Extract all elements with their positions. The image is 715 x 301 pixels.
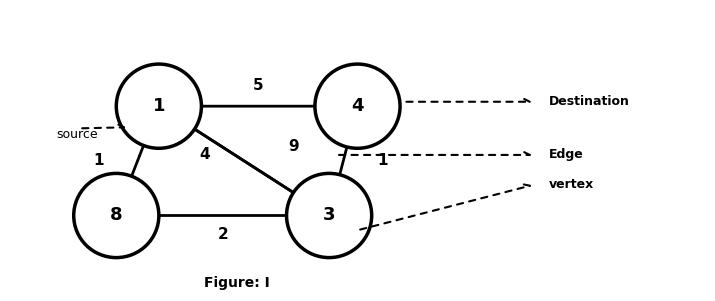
Text: 5: 5 bbox=[253, 78, 264, 93]
FancyArrowPatch shape bbox=[333, 124, 355, 201]
Text: 9: 9 bbox=[288, 138, 299, 154]
Text: Figure: I: Figure: I bbox=[204, 276, 270, 290]
Ellipse shape bbox=[315, 64, 400, 148]
Text: Edge: Edge bbox=[549, 148, 584, 161]
FancyArrowPatch shape bbox=[172, 114, 314, 206]
Text: 3: 3 bbox=[323, 206, 335, 225]
Text: 1: 1 bbox=[152, 97, 165, 115]
Ellipse shape bbox=[74, 173, 159, 258]
FancyArrowPatch shape bbox=[122, 120, 153, 198]
Text: 1: 1 bbox=[93, 153, 104, 168]
Text: 2: 2 bbox=[217, 227, 228, 242]
FancyArrowPatch shape bbox=[174, 116, 316, 207]
Text: 1: 1 bbox=[377, 153, 388, 168]
Text: vertex: vertex bbox=[549, 178, 594, 191]
Text: Destination: Destination bbox=[549, 95, 630, 108]
Text: 8: 8 bbox=[110, 206, 122, 225]
Ellipse shape bbox=[117, 64, 202, 148]
Ellipse shape bbox=[287, 173, 372, 258]
FancyArrowPatch shape bbox=[174, 102, 339, 110]
Text: 4: 4 bbox=[199, 147, 210, 163]
FancyArrowPatch shape bbox=[132, 212, 310, 219]
Text: source: source bbox=[56, 128, 98, 141]
Text: 4: 4 bbox=[351, 97, 364, 115]
